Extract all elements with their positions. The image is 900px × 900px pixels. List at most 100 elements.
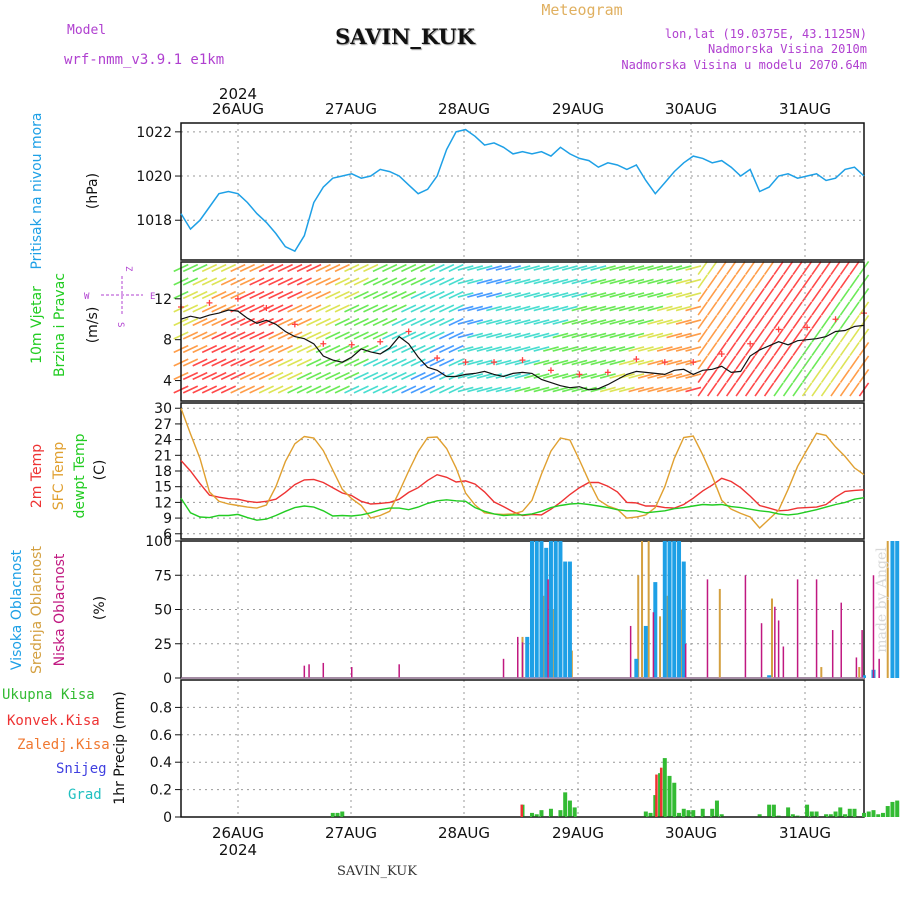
wind-arrow bbox=[325, 344, 341, 354]
y-tick-label: 1022 bbox=[136, 125, 172, 141]
wind-ylabel-2: Brzina i Pravac bbox=[52, 273, 68, 377]
wind-arrow bbox=[211, 277, 227, 286]
wind-arrow bbox=[637, 278, 654, 285]
wind-arrow bbox=[637, 346, 654, 352]
total-rain-bar bbox=[828, 814, 833, 817]
high-cloud-bar bbox=[895, 541, 900, 678]
wind-arrow bbox=[801, 341, 813, 357]
wind-arrow bbox=[192, 304, 208, 313]
wind-arrow bbox=[618, 305, 635, 312]
y-tick-label: 1018 bbox=[136, 213, 172, 229]
high-cloud-bar bbox=[534, 541, 539, 678]
wind-arrow bbox=[220, 317, 237, 327]
wind-arrow bbox=[258, 371, 274, 381]
wind-arrow bbox=[706, 301, 718, 316]
wind-arrow bbox=[457, 265, 474, 271]
y-tick-label: 12 bbox=[154, 495, 172, 511]
wind-arrow bbox=[258, 290, 274, 300]
wind-arrow bbox=[410, 290, 426, 300]
wind-arrow bbox=[239, 304, 255, 313]
gust-marker bbox=[633, 356, 640, 363]
wind-arrow bbox=[353, 317, 369, 327]
panel-frame bbox=[180, 402, 865, 540]
wind-arrow bbox=[647, 359, 664, 366]
low-cloud-bar bbox=[796, 579, 799, 678]
wind-arrow bbox=[334, 317, 350, 327]
wind-arrow bbox=[296, 358, 312, 367]
wind-arrow bbox=[524, 278, 540, 285]
wind-arrow bbox=[476, 278, 493, 285]
wind-arrow bbox=[782, 314, 794, 330]
wind-panel: 4 8 12 bbox=[154, 260, 870, 402]
wind-arrow bbox=[675, 278, 692, 285]
wind-arrow bbox=[277, 290, 293, 300]
wind-arrow bbox=[495, 278, 512, 285]
wind-arrow bbox=[849, 341, 860, 357]
wind-arrow bbox=[675, 319, 692, 325]
mid-cloud-bar bbox=[637, 575, 640, 678]
wind-arrow bbox=[211, 290, 227, 300]
wind-arrow bbox=[754, 382, 765, 397]
high-cloud-bar bbox=[662, 541, 667, 678]
wind-arrow bbox=[429, 331, 445, 340]
wind-arrow bbox=[192, 385, 208, 394]
total-rain-bar bbox=[757, 814, 762, 817]
top-day-label: 26AUG bbox=[212, 100, 264, 118]
total-rain-bar bbox=[824, 814, 829, 817]
wind-arrow bbox=[735, 355, 746, 370]
high-cloud-bar bbox=[544, 547, 549, 678]
wind-arrow bbox=[763, 355, 775, 370]
wind-arrow bbox=[325, 358, 341, 367]
bottom-day-label: 26AUG bbox=[212, 824, 264, 842]
wind-arrow bbox=[467, 346, 484, 352]
wind-arrow bbox=[391, 317, 407, 327]
wind-arrow bbox=[220, 290, 237, 300]
wind-arrow bbox=[249, 317, 265, 327]
total-rain-bar bbox=[534, 814, 539, 817]
wind-arrow bbox=[533, 305, 550, 312]
convective-rain-bar bbox=[520, 804, 523, 817]
gust-marker bbox=[263, 304, 270, 311]
wind-arrow bbox=[268, 263, 284, 273]
wind-arrow bbox=[277, 344, 293, 354]
wind-arrow bbox=[599, 373, 616, 379]
wind-arrow bbox=[830, 301, 841, 316]
gust-marker bbox=[804, 324, 811, 331]
wind-arrow bbox=[296, 277, 312, 286]
wind-arrow bbox=[725, 287, 737, 303]
wind-arrow bbox=[239, 277, 255, 286]
wind-arrow bbox=[647, 346, 664, 352]
wind-arrow bbox=[735, 341, 746, 357]
cloud-unit: (%) bbox=[92, 596, 108, 620]
wind-arrow bbox=[811, 382, 822, 397]
wind-arrow bbox=[628, 373, 645, 379]
wind-arrow bbox=[353, 358, 369, 367]
total-rain-bar bbox=[847, 808, 852, 817]
wind-arrow bbox=[457, 278, 474, 285]
wind-arrow bbox=[571, 292, 588, 298]
wind-arrow bbox=[448, 317, 464, 327]
wind-arrow bbox=[287, 263, 303, 273]
wind-arrow bbox=[420, 344, 436, 354]
wind-arrow bbox=[552, 359, 569, 366]
gust-marker bbox=[405, 328, 412, 335]
wind-arrow bbox=[706, 287, 718, 303]
wind-arrow bbox=[811, 368, 822, 384]
wind-arrow bbox=[192, 290, 208, 300]
wind-arrow bbox=[429, 277, 445, 286]
wind-arrow bbox=[763, 301, 775, 316]
gust-marker bbox=[747, 340, 754, 347]
wind-arrow bbox=[201, 385, 218, 394]
wind-arrow bbox=[476, 265, 493, 271]
wind-arrow bbox=[315, 263, 331, 273]
wind-arrow bbox=[296, 385, 312, 394]
wind-arrow bbox=[754, 274, 765, 289]
wind-arrow bbox=[552, 292, 569, 298]
wind-arrow bbox=[296, 290, 312, 300]
wind-arrow bbox=[552, 373, 569, 379]
wind-arrow bbox=[590, 386, 607, 393]
wind-arrow bbox=[599, 278, 616, 285]
y-tick-label: 0.2 bbox=[150, 783, 172, 799]
wind-arrow bbox=[637, 332, 654, 339]
wind-arrow bbox=[637, 305, 654, 312]
